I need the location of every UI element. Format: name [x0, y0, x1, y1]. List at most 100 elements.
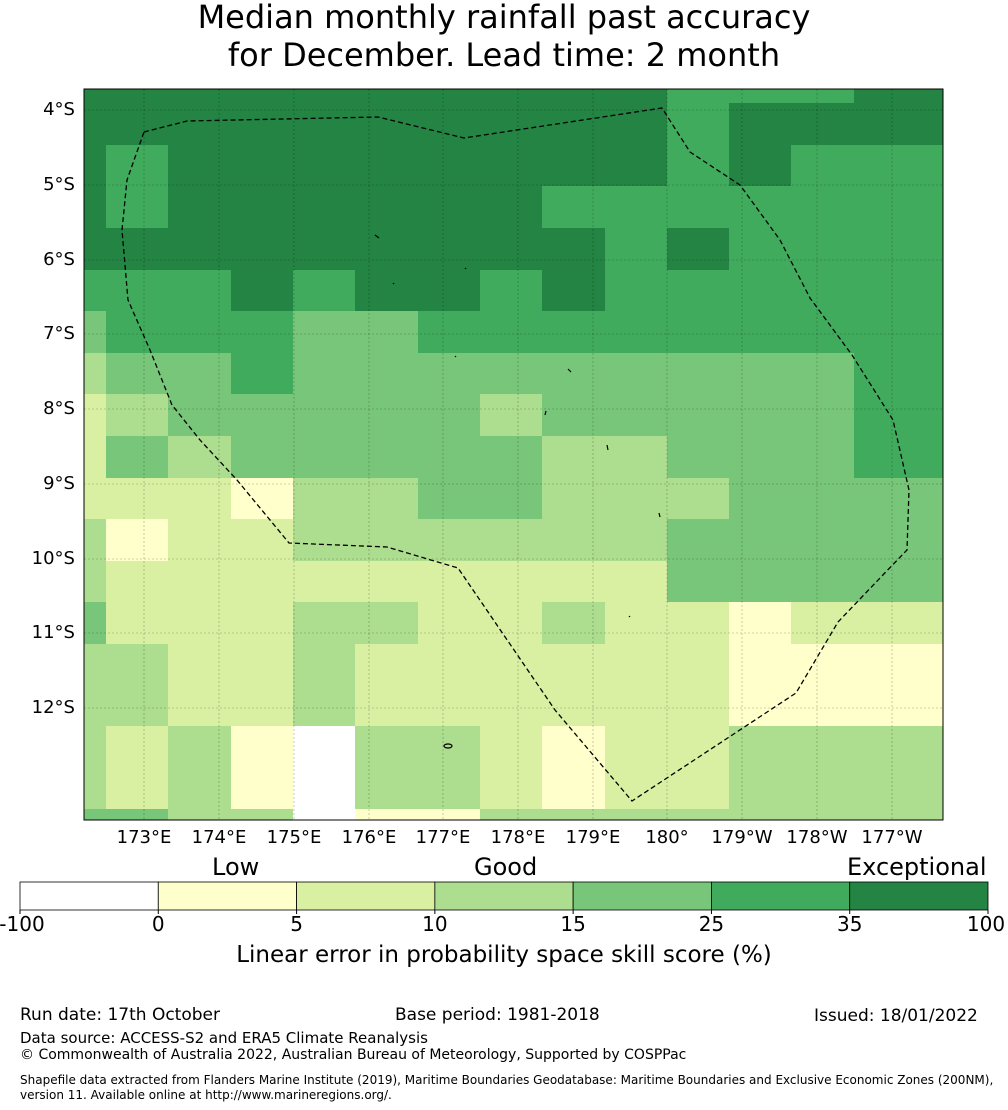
map-cell [231, 519, 293, 561]
map-cell [293, 228, 355, 270]
map-cell [168, 519, 231, 561]
map-cell [542, 103, 605, 145]
map-cell [418, 478, 480, 519]
map-cell [605, 353, 667, 394]
map-cell [605, 186, 667, 228]
lon-label: 177°W [861, 827, 923, 848]
map-cell [542, 145, 605, 186]
lat-label: 12°S [31, 697, 75, 718]
map-cell [355, 353, 418, 394]
map-cell [106, 353, 168, 394]
map-cell [542, 602, 605, 644]
map-cell [418, 103, 480, 145]
map-cell [667, 270, 729, 311]
map-cell [480, 436, 542, 478]
map-cell [418, 602, 480, 644]
map-cell [231, 103, 293, 145]
map-cell [106, 726, 168, 768]
map-cell [667, 353, 729, 394]
map-cell [293, 311, 355, 353]
map-cell [729, 270, 791, 311]
map-cell [729, 394, 791, 436]
map-cell [729, 644, 791, 685]
map-cell [355, 145, 418, 186]
lon-label: 176°E [341, 827, 397, 848]
map-cell [231, 394, 293, 436]
colorbar-tick-label: 25 [698, 912, 725, 936]
map-cell [355, 602, 418, 644]
map-cell [231, 145, 293, 186]
map-cell [418, 561, 480, 602]
colorbar-tick-label: 35 [836, 912, 863, 936]
map-cell [231, 726, 293, 768]
map-cell [542, 228, 605, 270]
map-cell [418, 726, 480, 768]
map-cell [84, 685, 106, 726]
map-cell [605, 602, 667, 644]
colorbar-title: Linear error in probability space skill … [236, 942, 772, 968]
lat-label: 4°S [43, 99, 75, 120]
map-cell [791, 228, 854, 270]
map-cell [605, 685, 667, 726]
map-cell [84, 145, 106, 186]
colorbar-tick-label: 15 [560, 912, 586, 936]
map-cell [231, 809, 293, 820]
colorbar-segment [572, 881, 712, 911]
map-cell [854, 270, 943, 311]
map-cell [231, 561, 293, 602]
map-cell [355, 89, 418, 103]
map-cell [542, 726, 605, 768]
map-cell [168, 685, 231, 726]
lat-label: 8°S [43, 398, 75, 419]
map-cell [355, 436, 418, 478]
map-cell [293, 186, 355, 228]
map-cell [293, 89, 355, 103]
title-line-2: for December. Lead time: 2 month [227, 36, 781, 74]
map-cell [729, 436, 791, 478]
map-cell [729, 685, 791, 726]
map-cell [355, 644, 418, 685]
map-cell [667, 726, 729, 768]
map-cell [293, 478, 355, 519]
map-cell [791, 103, 854, 145]
map-cell [418, 644, 480, 685]
map-cell [168, 270, 231, 311]
map-cell [84, 270, 106, 311]
map-cell [791, 602, 854, 644]
map-cell [168, 394, 231, 436]
map-cell [667, 89, 729, 103]
map-cell [605, 726, 667, 768]
lat-label: 9°S [43, 473, 75, 494]
map-cell [667, 519, 729, 561]
map-cell [791, 89, 854, 103]
map-cell [84, 103, 106, 145]
map-cell [293, 602, 355, 644]
map-cell [854, 561, 943, 602]
map-cell [106, 519, 168, 561]
colorbar-segment [434, 881, 574, 911]
map-cell [854, 394, 943, 436]
map-cell [480, 353, 542, 394]
map-cell [168, 103, 231, 145]
map-cell [480, 228, 542, 270]
map-cell [667, 103, 729, 145]
map-cell [729, 311, 791, 353]
map-cell [854, 519, 943, 561]
map-cell [106, 186, 168, 228]
map-cell [791, 394, 854, 436]
map-cell [854, 89, 943, 103]
map-cell [106, 644, 168, 685]
map-cell [418, 311, 480, 353]
map-cell [84, 602, 106, 644]
map-cell [418, 186, 480, 228]
map-cell [480, 270, 542, 311]
colorbar-segment [296, 881, 436, 911]
map-cell [729, 145, 791, 186]
map-cell [605, 145, 667, 186]
map-cell [542, 809, 605, 820]
map-cell [293, 519, 355, 561]
map-cell [293, 394, 355, 436]
map-cell [84, 89, 106, 103]
map-cell [605, 644, 667, 685]
lat-label: 6°S [43, 249, 75, 270]
